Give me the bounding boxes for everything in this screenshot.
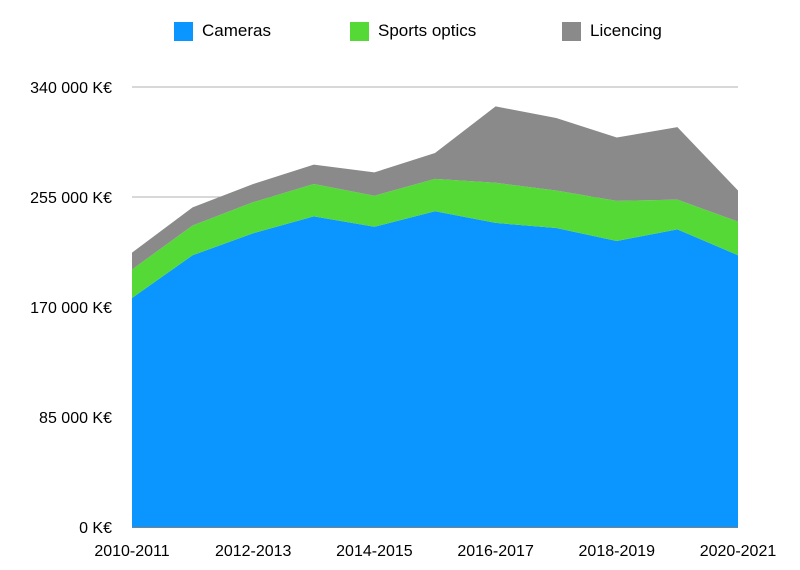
legend-swatch-sports-optics xyxy=(350,21,369,41)
y-tick-label: 255 000 K€ xyxy=(30,190,112,207)
area-licencing xyxy=(132,106,738,270)
axes: 0 K€ 85 000 K€ 170 000 K€ 255 000 K€ 340 000… xyxy=(30,80,776,560)
area-cameras xyxy=(132,211,738,528)
x-tick-label: 2018-2019 xyxy=(579,543,656,560)
x-tick-label: 2012-2013 xyxy=(215,543,292,560)
x-tick-label: 2020-2021 xyxy=(700,543,777,560)
legend-item-licencing: Licencing xyxy=(562,18,662,44)
y-tick-label: 170 000 K€ xyxy=(30,300,112,317)
legend-item-sports-optics: Sports optics xyxy=(350,18,476,44)
x-tick-label: 2010-2011 xyxy=(94,543,169,560)
legend-label-cameras: Cameras xyxy=(202,21,271,40)
legend-item-cameras: Cameras xyxy=(174,18,271,44)
y-tick-label: 85 000 K€ xyxy=(39,410,112,427)
area-sports-optics xyxy=(132,178,738,298)
x-tick-label: 2014-2015 xyxy=(336,543,413,560)
y-tick-label: 340 000 K€ xyxy=(30,80,112,97)
legend-swatch-cameras xyxy=(174,21,193,41)
area-series xyxy=(132,106,738,528)
y-tick-label: 0 K€ xyxy=(79,520,112,537)
legend-swatch-licencing xyxy=(562,21,581,41)
legend-label-sports-optics: Sports optics xyxy=(378,21,477,40)
legend-label-licencing: Licencing xyxy=(590,21,662,40)
legend: Cameras Sports optics Licencing xyxy=(0,18,800,46)
x-tick-label: 2016-2017 xyxy=(457,543,534,560)
